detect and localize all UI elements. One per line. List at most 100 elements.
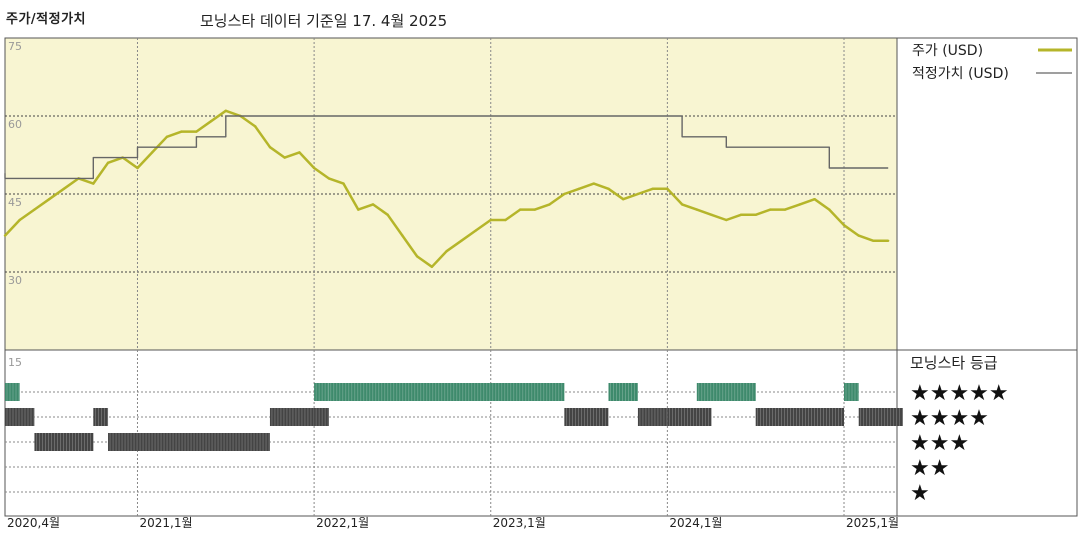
rating-bar bbox=[108, 433, 270, 451]
rating-bar bbox=[564, 408, 609, 426]
price-point bbox=[401, 234, 404, 237]
price-point bbox=[754, 213, 757, 216]
price-point bbox=[680, 203, 684, 206]
price-point bbox=[371, 203, 375, 206]
price-point bbox=[842, 224, 846, 227]
price-point bbox=[150, 151, 154, 154]
price-point bbox=[563, 192, 566, 196]
rating-5-stars: ★★★★★ bbox=[910, 381, 1009, 406]
price-point bbox=[666, 187, 669, 190]
series-lines bbox=[3, 109, 890, 269]
price-point bbox=[886, 239, 890, 242]
rating-bar bbox=[314, 408, 329, 426]
price-point bbox=[460, 239, 463, 242]
rating-bar bbox=[93, 408, 109, 426]
price-point bbox=[445, 250, 448, 253]
fair-value-line bbox=[4, 115, 889, 180]
price-point bbox=[224, 109, 227, 113]
price-point bbox=[254, 125, 257, 128]
rating-2-stars: ★★ bbox=[910, 456, 949, 481]
price-point bbox=[47, 198, 51, 201]
price-point bbox=[357, 208, 360, 211]
price-point bbox=[636, 192, 640, 196]
y-axis-ticks: 75 60 45 30 15 bbox=[8, 40, 22, 369]
rating-legend-title: 모닝스타 등급 bbox=[910, 354, 998, 372]
price-point bbox=[828, 208, 831, 211]
price-point bbox=[607, 187, 610, 190]
x-tick-label: 2022,1월 bbox=[316, 516, 369, 530]
rating-bar bbox=[34, 433, 94, 451]
y-tick-label: 60 bbox=[8, 118, 22, 131]
price-point bbox=[283, 156, 286, 159]
chart-title-left: 주가/적정가치 bbox=[6, 12, 87, 27]
price-point bbox=[136, 166, 139, 170]
data-date-subtitle: 모닝스타 데이터 기준일 17. 4월 2025 bbox=[200, 12, 448, 30]
price-point bbox=[386, 213, 389, 216]
price-point bbox=[474, 229, 478, 232]
rating-bar bbox=[5, 408, 35, 426]
price-point bbox=[195, 130, 198, 133]
price-point bbox=[298, 151, 301, 154]
price-point bbox=[725, 218, 728, 222]
legend-price-label: 주가 (USD) bbox=[912, 43, 983, 59]
price-point bbox=[33, 208, 36, 211]
legend: 주가 (USD) 적정가치 (USD) bbox=[912, 43, 1072, 82]
price-point bbox=[533, 208, 537, 211]
price-point bbox=[739, 213, 743, 216]
rating-4-stars: ★★★★ bbox=[910, 406, 989, 431]
price-point bbox=[106, 161, 110, 164]
rating-bars bbox=[5, 383, 904, 451]
y-tick-label: 30 bbox=[8, 274, 22, 287]
price-point bbox=[710, 213, 713, 216]
price-point bbox=[415, 255, 419, 258]
x-tick-label: 2020,4월 bbox=[7, 516, 60, 530]
price-point bbox=[327, 177, 331, 180]
price-point bbox=[695, 208, 699, 211]
price-point bbox=[180, 130, 183, 133]
price-point bbox=[518, 208, 522, 211]
price-point bbox=[813, 198, 816, 201]
rating-legend-panel bbox=[896, 349, 1078, 517]
rating-bar bbox=[314, 383, 329, 401]
price-point bbox=[769, 208, 772, 211]
price-point bbox=[62, 187, 66, 190]
price-point bbox=[430, 265, 434, 268]
price-point bbox=[651, 187, 654, 190]
rating-bar bbox=[608, 383, 638, 401]
y-tick-label: 75 bbox=[8, 40, 22, 53]
price-point bbox=[857, 234, 860, 237]
price-point bbox=[622, 198, 625, 201]
price-point bbox=[92, 182, 95, 185]
x-tick-label: 2023,1월 bbox=[493, 516, 546, 530]
price-point bbox=[209, 120, 213, 123]
y-tick-label: 45 bbox=[8, 196, 22, 209]
rating-bar bbox=[844, 383, 859, 401]
price-point bbox=[798, 203, 802, 206]
rating-bar bbox=[328, 383, 565, 401]
rating-3-stars: ★★★ bbox=[910, 431, 969, 456]
x-axis-ticks: 2020,4월 2021,1월 2022,1월 2023,1월 2024,1월 2025,… bbox=[7, 516, 899, 530]
price-point bbox=[592, 182, 595, 185]
x-tick-label: 2021,1월 bbox=[139, 516, 192, 530]
x-tick-label: 2025,1월 bbox=[846, 516, 899, 530]
price-point bbox=[312, 166, 316, 170]
price-point bbox=[268, 146, 272, 149]
rating-bar bbox=[755, 408, 845, 426]
rating-bar bbox=[696, 383, 756, 401]
legend-panel bbox=[896, 37, 1078, 351]
rating-bar bbox=[637, 408, 668, 426]
price-point bbox=[783, 208, 787, 211]
price-point bbox=[342, 182, 345, 185]
legend-fair-value-label: 적정가치 (USD) bbox=[912, 66, 1009, 82]
price-point bbox=[3, 234, 7, 237]
rating-bar bbox=[667, 408, 712, 426]
price-point bbox=[548, 203, 551, 206]
price-point bbox=[504, 218, 507, 222]
rating-1-star: ★ bbox=[910, 481, 930, 506]
price-point bbox=[18, 218, 21, 222]
rating-bar bbox=[5, 383, 20, 401]
price-point bbox=[872, 239, 875, 242]
price-point bbox=[577, 187, 581, 190]
price-point bbox=[489, 218, 492, 222]
